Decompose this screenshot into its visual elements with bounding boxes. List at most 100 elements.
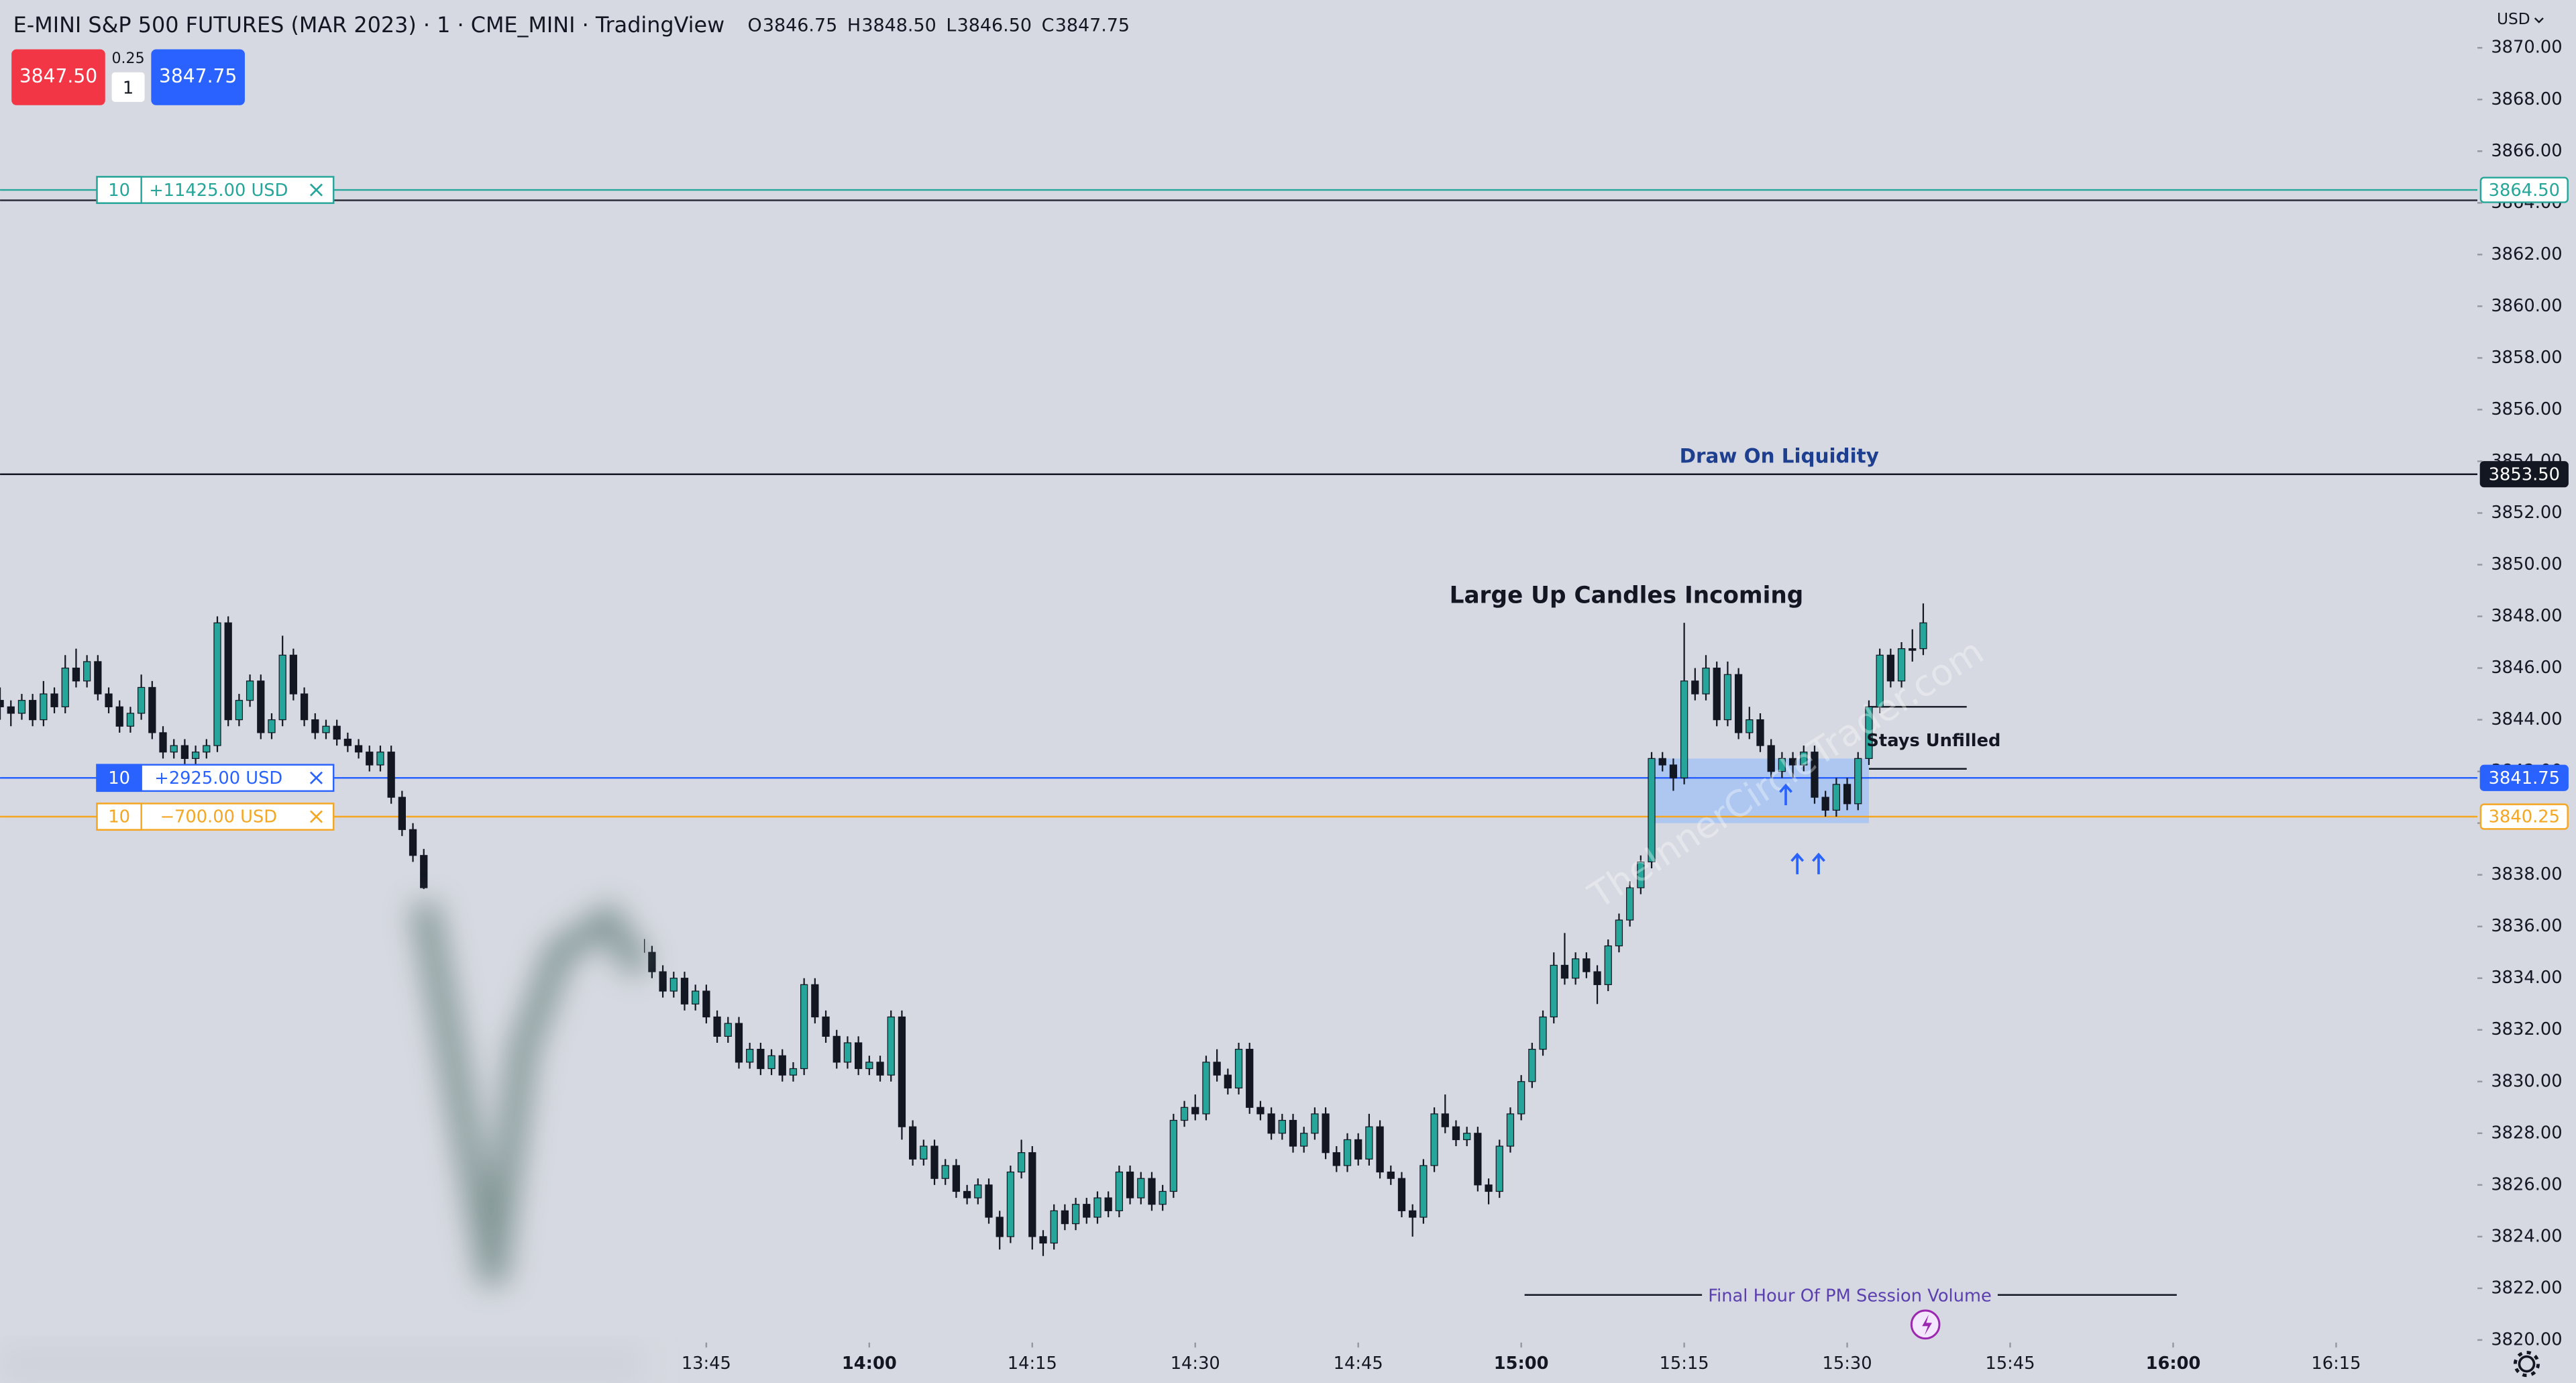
candle bbox=[1409, 1204, 1417, 1237]
candle-body bbox=[930, 1145, 938, 1179]
y-tick-label: 3856.00 bbox=[2491, 399, 2562, 419]
candle bbox=[115, 700, 123, 733]
y-tick-label: 3844.00 bbox=[2491, 709, 2562, 729]
candle-body bbox=[1539, 1016, 1547, 1050]
candle bbox=[1843, 778, 1851, 811]
candle-body bbox=[996, 1217, 1004, 1237]
candle-body bbox=[800, 984, 808, 1070]
candle-body bbox=[865, 1062, 873, 1070]
candle bbox=[1485, 1178, 1493, 1205]
candle bbox=[1865, 700, 1873, 765]
currency[interactable]: USD bbox=[2497, 10, 2530, 28]
candle bbox=[963, 1184, 971, 1205]
sell-button[interactable] bbox=[11, 49, 105, 105]
candle-body bbox=[1397, 1178, 1406, 1211]
blur-mask bbox=[0, 888, 645, 1383]
candle bbox=[1311, 1107, 1319, 1140]
ohlc-value: 3846.50 bbox=[957, 15, 1032, 36]
candle-body bbox=[366, 752, 374, 766]
candle bbox=[1495, 1139, 1503, 1198]
candle bbox=[941, 1159, 949, 1185]
candle bbox=[40, 680, 48, 727]
price-label-box bbox=[2479, 764, 2569, 791]
candle-body bbox=[1300, 1133, 1308, 1147]
candle bbox=[1071, 1198, 1080, 1231]
candle-body bbox=[1332, 1152, 1340, 1166]
chart-title: E-MINI S&P 500 FUTURES (MAR 2023) · 1 · … bbox=[13, 12, 725, 38]
candle bbox=[203, 739, 211, 759]
candle-body bbox=[1463, 1133, 1471, 1141]
candle-body bbox=[1788, 758, 1797, 766]
candle bbox=[887, 1010, 895, 1082]
candle-body bbox=[159, 732, 167, 753]
settings-icon[interactable] bbox=[2513, 1351, 2540, 1378]
position-close[interactable] bbox=[309, 771, 323, 784]
candle bbox=[83, 655, 91, 688]
candle bbox=[289, 648, 298, 701]
y-tick-label: 3870.00 bbox=[2491, 38, 2562, 58]
position-qty: 10 bbox=[108, 768, 130, 788]
position-box[interactable]: 10 −700.00 USD bbox=[96, 803, 335, 831]
candle bbox=[1246, 1043, 1254, 1114]
candle-body bbox=[61, 667, 69, 707]
plot-area: 3820.00 3822.00 3824.00 3826.00 3828.00 3830.… bbox=[0, 38, 2563, 1374]
candle-body bbox=[398, 797, 406, 830]
candle-body bbox=[1778, 758, 1786, 772]
candle-body bbox=[300, 693, 309, 721]
position-box[interactable]: 10 +11425.00 USD bbox=[96, 176, 335, 204]
candle bbox=[322, 719, 330, 739]
candle-body bbox=[974, 1184, 982, 1198]
candle-body bbox=[1148, 1178, 1156, 1205]
candle bbox=[148, 680, 156, 739]
candle-body bbox=[1289, 1119, 1297, 1147]
candle bbox=[680, 972, 689, 1011]
candle bbox=[1278, 1113, 1286, 1140]
quantity: 1 bbox=[123, 79, 133, 99]
trade-panel: 3847.50 0.25 1 3847.75 bbox=[11, 49, 245, 105]
x-tick-label: 16:00 bbox=[2146, 1353, 2201, 1374]
position-box[interactable]: 10 +2925.00 USD bbox=[96, 764, 335, 792]
candle bbox=[985, 1178, 993, 1224]
candle bbox=[811, 978, 819, 1024]
final-hour-marker: Final Hour Of PM Session Volume bbox=[1524, 1286, 2177, 1340]
candle bbox=[1191, 1094, 1199, 1121]
candle bbox=[1560, 933, 1569, 985]
annotation: Stays Unfilled bbox=[1866, 731, 2000, 751]
candle-body bbox=[1800, 752, 1808, 766]
candle-body bbox=[1517, 1081, 1525, 1115]
candle bbox=[713, 1010, 721, 1043]
quantity-box[interactable] bbox=[111, 72, 145, 102]
candle bbox=[1625, 881, 1634, 927]
buy-button[interactable] bbox=[151, 49, 245, 105]
arrow bbox=[1779, 783, 1792, 805]
candle bbox=[1463, 1127, 1471, 1147]
candle bbox=[1539, 1010, 1547, 1056]
candle-body bbox=[289, 654, 298, 695]
candle-body bbox=[1441, 1113, 1449, 1127]
position-pnl: −700.00 USD bbox=[160, 807, 277, 827]
y-tick-label: 3858.00 bbox=[2491, 348, 2562, 368]
y-tick-label: 3828.00 bbox=[2491, 1123, 2562, 1143]
position-pnl: +2925.00 USD bbox=[154, 768, 282, 788]
candle-body bbox=[1126, 1171, 1134, 1198]
candle-body bbox=[1897, 648, 1906, 682]
y-tick-label: 3836.00 bbox=[2491, 916, 2562, 936]
candle bbox=[659, 965, 667, 998]
candle-body bbox=[1191, 1107, 1199, 1115]
candle-body bbox=[311, 719, 319, 733]
candle-body bbox=[1615, 919, 1623, 947]
candle bbox=[1180, 1100, 1189, 1127]
candle-body bbox=[235, 700, 244, 721]
candle bbox=[952, 1159, 961, 1198]
position-close[interactable] bbox=[309, 810, 323, 823]
candle-body bbox=[29, 700, 37, 721]
candle bbox=[17, 694, 26, 720]
candle-body bbox=[1604, 945, 1612, 985]
candle-body bbox=[1071, 1204, 1080, 1225]
candle-body bbox=[1343, 1139, 1352, 1166]
annotation: Large Up Candles Incoming bbox=[1450, 582, 1804, 609]
position-close[interactable] bbox=[309, 183, 323, 197]
candle-body bbox=[1658, 758, 1666, 766]
candle bbox=[1517, 1075, 1525, 1121]
candle bbox=[1061, 1204, 1069, 1231]
